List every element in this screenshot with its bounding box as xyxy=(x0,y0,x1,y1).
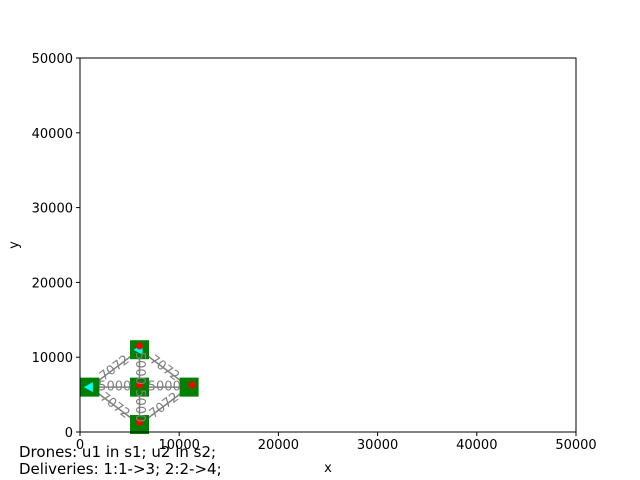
y-tick-label: 10000 xyxy=(32,351,73,366)
delivery-marker xyxy=(136,342,144,350)
edge-weight-label: 5000 xyxy=(132,389,147,422)
y-tick-label: 40000 xyxy=(32,127,73,142)
drone-marker xyxy=(83,382,93,393)
ticks-layer: 0 10000 20000 30000 40000 50000 0 10000 20000 300… xyxy=(32,52,597,453)
x-tick-label: 30000 xyxy=(357,438,398,453)
edge-weight-label: 7072 xyxy=(97,390,132,422)
delivery-marker xyxy=(136,381,144,389)
caption-drones: Drones: u1 in s1; u2 in s2; xyxy=(19,443,217,461)
y-tick-label: 0 xyxy=(65,426,73,441)
markers-layer xyxy=(83,342,196,426)
y-tick-label: 50000 xyxy=(32,52,73,67)
edge-weight-label: 5000 xyxy=(132,352,147,385)
delivery-marker xyxy=(188,381,196,389)
x-tick-label: 0 xyxy=(76,438,84,453)
y-tick-label: 30000 xyxy=(32,202,73,217)
x-tick-label: 50000 xyxy=(555,438,596,453)
x-tick-label: 10000 xyxy=(159,438,200,453)
graph-node xyxy=(179,377,199,397)
x-tick-label: 40000 xyxy=(456,438,497,453)
y-tick-label: 20000 xyxy=(32,276,73,291)
y-axis-label: y xyxy=(7,241,22,249)
edge-weight-label: 5000 xyxy=(98,380,131,395)
x-axis-label: x xyxy=(324,461,332,476)
delivery-marker xyxy=(136,418,144,426)
plot-frame xyxy=(79,57,577,433)
x-tick-label: 20000 xyxy=(258,438,299,453)
edge-weight-label: 5000 xyxy=(148,380,181,395)
caption-deliveries: Deliveries: 1:1->3; 2:2->4; xyxy=(19,460,222,478)
edge-weight-label: 7072 xyxy=(147,390,182,422)
